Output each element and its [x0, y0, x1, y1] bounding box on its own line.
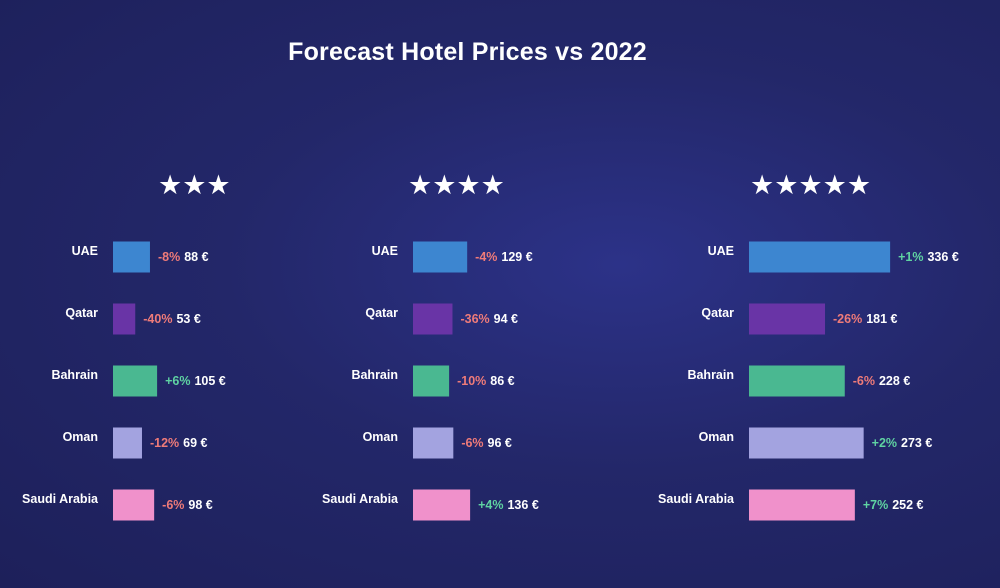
value-label: 181 €	[866, 312, 897, 326]
data-label-bahrain: -10% 86 €	[457, 374, 515, 388]
bar-uae	[113, 241, 150, 273]
bar-oman	[413, 427, 454, 459]
value-label: 273 €	[901, 436, 932, 450]
value-label: 136 €	[507, 498, 538, 512]
bar-qatar	[113, 303, 136, 335]
change-label: +2%	[872, 436, 897, 450]
data-label-qatar: -26% 181 €	[833, 312, 898, 326]
value-label: 86 €	[490, 374, 514, 388]
change-label: -6%	[853, 374, 875, 388]
data-label-oman: -6% 96 €	[461, 436, 512, 450]
data-label-uae: -4% 129 €	[475, 250, 533, 264]
value-label: 336 €	[927, 250, 958, 264]
change-label: -26%	[833, 312, 862, 326]
change-label: +7%	[863, 498, 888, 512]
change-label: -6%	[162, 498, 184, 512]
change-label: +1%	[898, 250, 923, 264]
data-label-saudi-arabia: +7% 252 €	[863, 498, 924, 512]
category-label-oman: Oman	[63, 430, 98, 444]
data-label-oman: -12% 69 €	[150, 436, 208, 450]
change-label: +6%	[165, 374, 190, 388]
bar-bahrain	[113, 365, 158, 397]
category-label-bahrain: Bahrain	[351, 368, 398, 382]
category-label-uae: UAE	[372, 244, 398, 258]
panel-3-star: UAE -8% 88 € Qatar -40% 53 € Bahrain +6% 105 € Om…	[22, 241, 226, 521]
bar-oman	[749, 427, 864, 459]
change-label: -10%	[457, 374, 486, 388]
bar-saudi-arabia	[749, 489, 855, 521]
data-label-saudi-arabia: -6% 98 €	[162, 498, 213, 512]
data-label-saudi-arabia: +4% 136 €	[478, 498, 539, 512]
category-label-uae: UAE	[72, 244, 98, 258]
value-label: 94 €	[494, 312, 518, 326]
data-label-bahrain: -6% 228 €	[853, 374, 911, 388]
category-label-oman: Oman	[699, 430, 734, 444]
panel-4-star: UAE -4% 129 € Qatar -36% 94 € Bahrain -10% 86 € O…	[322, 241, 539, 521]
bar-oman	[113, 427, 142, 459]
data-label-oman: +2% 273 €	[872, 436, 933, 450]
category-label-saudi-arabia: Saudi Arabia	[658, 492, 735, 506]
value-label: 252 €	[892, 498, 923, 512]
change-label: +4%	[478, 498, 503, 512]
data-label-uae: +1% 336 €	[898, 250, 959, 264]
bar-saudi-arabia	[413, 489, 471, 521]
data-label-uae: -8% 88 €	[158, 250, 209, 264]
value-label: 88 €	[184, 250, 208, 264]
category-label-saudi-arabia: Saudi Arabia	[322, 492, 399, 506]
value-label: 105 €	[194, 374, 225, 388]
bar-qatar	[413, 303, 453, 335]
bar-bahrain	[413, 365, 450, 397]
value-label: 98 €	[188, 498, 212, 512]
panel-3-star-heading: ★★★	[158, 170, 231, 201]
category-label-bahrain: Bahrain	[687, 368, 734, 382]
data-label-qatar: -40% 53 €	[143, 312, 201, 326]
category-label-qatar: Qatar	[365, 306, 398, 320]
category-label-bahrain: Bahrain	[51, 368, 98, 382]
change-label: -6%	[461, 436, 483, 450]
panel-5-star: UAE +1% 336 € Qatar -26% 181 € Bahrain -6% 228 €…	[658, 241, 959, 521]
bar-saudi-arabia	[113, 489, 155, 521]
value-label: 96 €	[488, 436, 512, 450]
change-label: -40%	[143, 312, 172, 326]
change-label: -12%	[150, 436, 179, 450]
panel-4-star-heading: ★★★★	[408, 170, 505, 201]
value-label: 129 €	[501, 250, 532, 264]
value-label: 69 €	[183, 436, 207, 450]
category-label-oman: Oman	[363, 430, 398, 444]
category-label-qatar: Qatar	[65, 306, 98, 320]
bar-uae	[749, 241, 891, 273]
chart-title: Forecast Hotel Prices vs 2022	[288, 38, 647, 66]
change-label: -8%	[158, 250, 180, 264]
bar-bahrain	[749, 365, 845, 397]
value-label: 228 €	[879, 374, 910, 388]
bar-qatar	[749, 303, 826, 335]
bar-uae	[413, 241, 468, 273]
panel-5-star-heading: ★★★★★	[750, 170, 872, 201]
change-label: -4%	[475, 250, 497, 264]
category-label-qatar: Qatar	[701, 306, 734, 320]
value-label: 53 €	[176, 312, 200, 326]
category-label-uae: UAE	[708, 244, 734, 258]
data-label-qatar: -36% 94 €	[460, 312, 518, 326]
category-label-saudi-arabia: Saudi Arabia	[22, 492, 99, 506]
change-label: -36%	[460, 312, 489, 326]
data-label-bahrain: +6% 105 €	[165, 374, 226, 388]
